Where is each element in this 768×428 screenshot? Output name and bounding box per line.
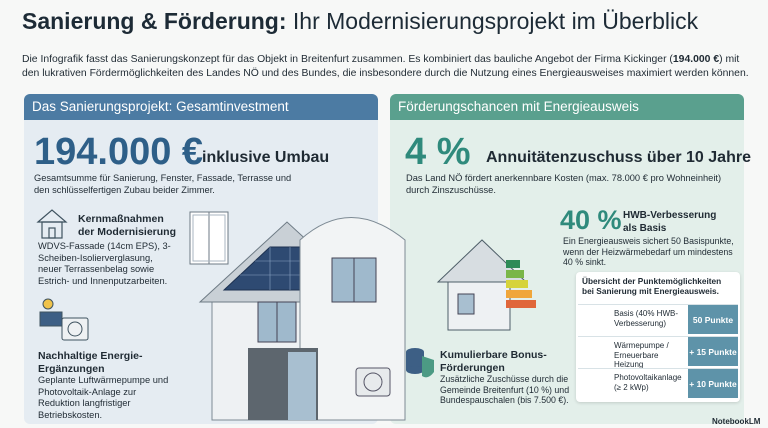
energy-house-icon: [436, 239, 536, 331]
brand: NotebookLM: [712, 417, 761, 426]
energy-title: Nachhaltige Energie-Ergänzungen: [38, 350, 143, 375]
rate-text: Das Land NÖ fördert anerkennbare Kosten …: [406, 173, 722, 195]
intro-text: ) mit den lukrativen Fördermöglichkeiten…: [22, 54, 749, 79]
energy-icon: [39, 298, 89, 341]
title-bold: Sanierung & Förderung:: [22, 8, 287, 34]
measures-title: Kernmaßnahmen der Modernisierung: [78, 213, 177, 238]
energy-text: Geplante Luftwärmepumpe und Photovoltaik…: [38, 375, 169, 420]
intro: Die Infografik fasst das Sanierungskonze…: [22, 53, 750, 80]
points-row: Wärmepumpe / Erneuerbare Heizung + 15 Pun…: [578, 336, 738, 369]
title: Sanierung & Förderung: Ihr Modernisierun…: [22, 8, 698, 35]
amount: 194.000 €: [34, 131, 204, 173]
house-illustration: [189, 211, 406, 421]
amount-suffix: inklusive Umbau: [202, 149, 330, 166]
bonus-text: Zusätzliche Zuschüsse durch die Gemeinde…: [440, 374, 570, 405]
points-label: Wärmepumpe / Erneuerbare Heizung: [614, 341, 669, 369]
measures-text: WDVS-Fassade (14cm EPS), 3-Scheiben-Isol…: [38, 241, 171, 286]
amount-text: Gesamtsumme für Sanierung, Fenster, Fass…: [34, 173, 292, 195]
points-title: Übersicht der Punktemöglichkeiten bei Sa…: [582, 276, 722, 296]
hwb-text: Ein Energieausweis sichert 50 Basispunkt…: [563, 236, 734, 267]
points-label: Photovoltaikanlage (≥ 2 kWp): [614, 373, 682, 392]
right-heading: Förderungschancen mit Energieausweis: [390, 94, 744, 120]
hwb-title: HWB-Verbesserung als Basis: [623, 210, 717, 234]
points-row: Basis (40% HWB-Verbesserung) 50 Punkte: [578, 304, 738, 334]
left-heading: Das Sanierungsprojekt: Gesamtinvestment: [24, 94, 378, 120]
bonus-title: Kumulierbare Bonus-Förderungen: [440, 349, 547, 374]
title-rest: Ihr Modernisierungsprojekt im Überblick: [286, 8, 699, 34]
house-icon: [36, 209, 68, 239]
points-value: 50 Punkte: [688, 305, 738, 334]
rate-title: Annuitätenzuschuss über 10 Jahre: [486, 149, 751, 166]
hwb-value: 40 %: [560, 205, 622, 235]
points-label: Basis (40% HWB-Verbesserung): [614, 309, 679, 328]
intro-highlight: 194.000 €: [672, 54, 720, 65]
coin-icon: [406, 348, 434, 378]
rate: 4 %: [405, 131, 471, 173]
points-row: Photovoltaikanlage (≥ 2 kWp) + 10 Punkte: [578, 368, 738, 398]
points-value: + 15 Punkte: [688, 337, 738, 366]
intro-text: Die Infografik fasst das Sanierungskonze…: [22, 54, 673, 65]
points-value: + 10 Punkte: [688, 369, 738, 398]
